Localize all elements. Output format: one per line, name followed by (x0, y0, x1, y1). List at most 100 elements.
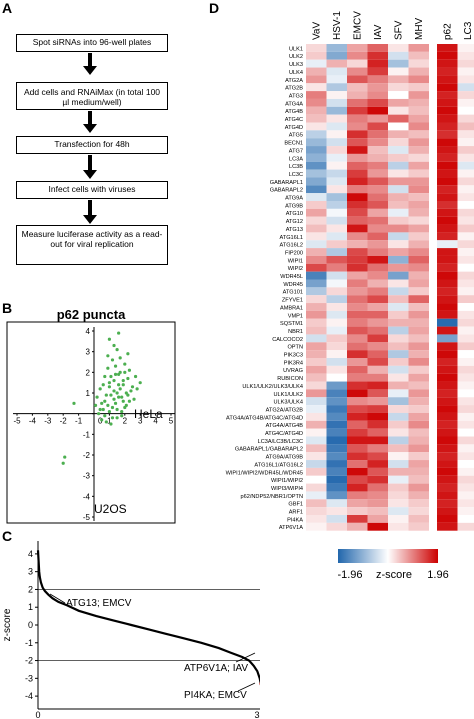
heatmap-cell (408, 334, 429, 343)
heatmap-cell (388, 444, 409, 453)
heatmap-cell (457, 161, 474, 170)
heatmap-cell (367, 381, 388, 390)
panel-label-a: A (2, 0, 13, 16)
heatmap-cell (408, 83, 429, 92)
heatmap-cell (367, 177, 388, 186)
rank-ylabel: z-score (2, 608, 13, 641)
heatmap-cell (347, 248, 368, 256)
heatmap-cell (388, 161, 409, 170)
heatmap-cell (326, 491, 347, 500)
heatmap-cell (437, 185, 458, 194)
heatmap-cell (437, 287, 458, 296)
scatter-point (123, 362, 127, 366)
heatmap-cell (457, 138, 474, 147)
heatmap-cell (347, 153, 368, 162)
heatmap-cell (457, 279, 474, 288)
heatmap-cell (367, 358, 388, 366)
heatmap-cell (408, 365, 429, 374)
heatmap-cell (347, 405, 368, 413)
heatmap-row-label: WIPI1/WIPI2/WDR45L/WDR45 (226, 470, 303, 476)
heatmap-cell (408, 208, 429, 217)
heatmap-cell (388, 122, 409, 131)
heatmap-cell (306, 271, 327, 280)
flow-step-1: Spot siRNAs into 96-well plates (16, 34, 168, 52)
heatmap-cell (457, 515, 474, 523)
heatmap-cell (326, 51, 347, 60)
heatmap-cell (326, 350, 347, 358)
heatmap-cell (388, 460, 409, 468)
heatmap-cell (408, 75, 429, 84)
heatmap-row-label: GABARAPL1/GABARAPL2 (235, 447, 303, 453)
heatmap-cell (306, 240, 327, 249)
scatter-point (127, 399, 132, 403)
rank-point-atp6v1a (259, 682, 260, 685)
heatmap-cell (367, 216, 388, 225)
heatmap-cell (457, 287, 474, 296)
heatmap-cell (326, 397, 347, 406)
heatmap-cell (408, 271, 429, 280)
rank-y-tick-label: -2 (25, 656, 33, 666)
heatmap-cell (326, 318, 347, 327)
heatmap-cell (367, 295, 388, 304)
scatter-point (115, 348, 119, 352)
heatmap-cell (408, 161, 429, 170)
heatmap-cell (306, 67, 327, 76)
heatmap-cell (347, 232, 368, 241)
heatmap-cell (347, 318, 368, 327)
heatmap-cell (306, 373, 327, 382)
heatmap-cell (367, 44, 388, 52)
heatmap-row-label: ATG12 (286, 219, 303, 225)
scatter-x-tick-label: 0 (98, 417, 103, 426)
heatmap-cell (388, 397, 409, 406)
heatmap-row-label: p62/NDP52/NBR1/OPTN (241, 494, 304, 500)
heatmap-cell (306, 91, 327, 99)
heatmap-cell (408, 255, 429, 264)
heatmap-row-label: ATG101 (283, 290, 303, 296)
heatmap-cell (388, 295, 409, 304)
heatmap-cell (437, 365, 458, 374)
heatmap-cell (347, 389, 368, 398)
heatmap-cell (326, 444, 347, 453)
heatmap-cell (437, 44, 458, 52)
heatmap-cell (326, 224, 347, 233)
heatmap-row-label: ATG4B (285, 109, 303, 115)
heatmap-cell (457, 193, 474, 201)
scatter-point (98, 407, 102, 412)
heatmap-cell (388, 248, 409, 256)
heatmap-cell (306, 177, 327, 186)
heatmap-cell (306, 59, 327, 68)
heatmap-cell (408, 318, 429, 327)
heatmap-cell (347, 161, 368, 170)
heatmap-cell (437, 428, 458, 437)
heatmap-cell (457, 51, 474, 60)
heatmap-cell (437, 507, 458, 515)
heatmap-cell (457, 326, 474, 335)
scatter-point (118, 387, 122, 391)
scatter-point (93, 403, 98, 407)
annotation-atp6v1a: ATP6V1A; IAV (184, 663, 248, 674)
heatmap-cell (306, 303, 327, 311)
heatmap-column-label: VaV (311, 22, 322, 40)
heatmap-cell (437, 263, 458, 272)
heatmap-cell (437, 358, 458, 366)
heatmap-cell (388, 381, 409, 390)
heatmap-cell (437, 75, 458, 84)
heatmap-cell (437, 67, 458, 76)
heatmap-cell (306, 358, 327, 366)
heatmap-cell (347, 436, 368, 445)
heatmap-cell (388, 436, 409, 445)
heatmap-row-label: VMP1 (288, 313, 303, 319)
heatmap-row-label: ATG9A/ATG9B (266, 455, 304, 461)
heatmap-cell (388, 303, 409, 311)
heatmap-cell (326, 507, 347, 515)
heatmap-cell (326, 499, 347, 508)
heatmap-cell (457, 310, 474, 319)
heatmap-cell (347, 130, 368, 139)
heatmap-cell (388, 201, 409, 209)
heatmap-row-label: OPTN (287, 345, 303, 351)
heatmap-cell (306, 248, 327, 256)
heatmap-cell (388, 208, 409, 217)
scatter-point (121, 383, 125, 387)
heatmap-cell (437, 515, 458, 523)
heatmap-cell (347, 342, 368, 351)
